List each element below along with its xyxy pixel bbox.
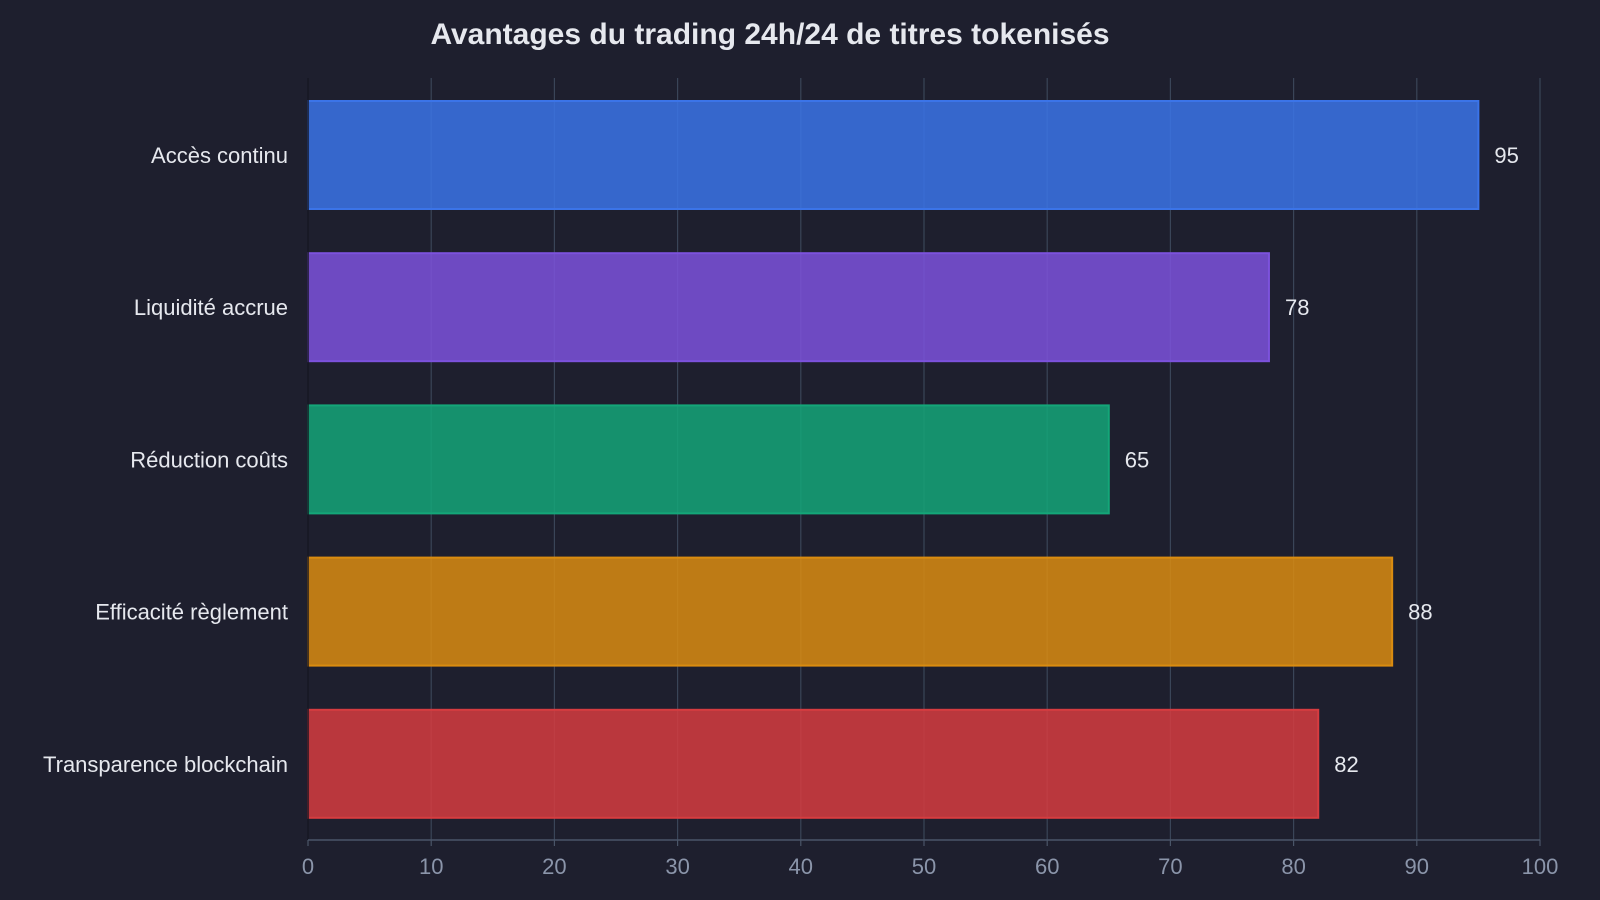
value-label: 82: [1334, 752, 1358, 777]
category-label: Accès continu: [151, 143, 288, 168]
x-tick-label: 50: [912, 854, 936, 879]
x-tick-label: 60: [1035, 854, 1059, 879]
x-tick-label: 100: [1522, 854, 1559, 879]
chart-title: Avantages du trading 24h/24 de titres to…: [430, 18, 1110, 51]
x-axis: 0 10 20 30 40 50 60 70 80 90 100: [302, 78, 1558, 879]
x-tick-label: 70: [1158, 854, 1182, 879]
value-label: 78: [1285, 295, 1309, 320]
x-tick-label: 40: [789, 854, 813, 879]
category-label: Réduction coûts: [130, 447, 288, 472]
labels-layer: Accès continu 95 Liquidité accrue 78 Réducti…: [43, 143, 1519, 777]
bar-1: [307, 100, 1480, 210]
bar-4: [307, 556, 1394, 667]
value-label: 95: [1494, 143, 1518, 168]
bars-layer: [307, 100, 1480, 819]
x-tick-label: 20: [542, 854, 566, 879]
x-tick-label: 30: [665, 854, 689, 879]
bar-5: [307, 708, 1320, 819]
category-label: Efficacité règlement: [95, 600, 288, 625]
bar-2: [307, 252, 1270, 363]
category-label: Transparence blockchain: [43, 752, 288, 777]
x-tick-label: 0: [302, 854, 314, 879]
value-label: 65: [1125, 447, 1149, 472]
bar-3: [307, 404, 1110, 515]
value-label: 88: [1408, 600, 1432, 625]
x-tick-label: 80: [1281, 854, 1305, 879]
category-label: Liquidité accrue: [134, 295, 288, 320]
x-tick-label: 10: [419, 854, 443, 879]
x-tick-label: 90: [1405, 854, 1429, 879]
